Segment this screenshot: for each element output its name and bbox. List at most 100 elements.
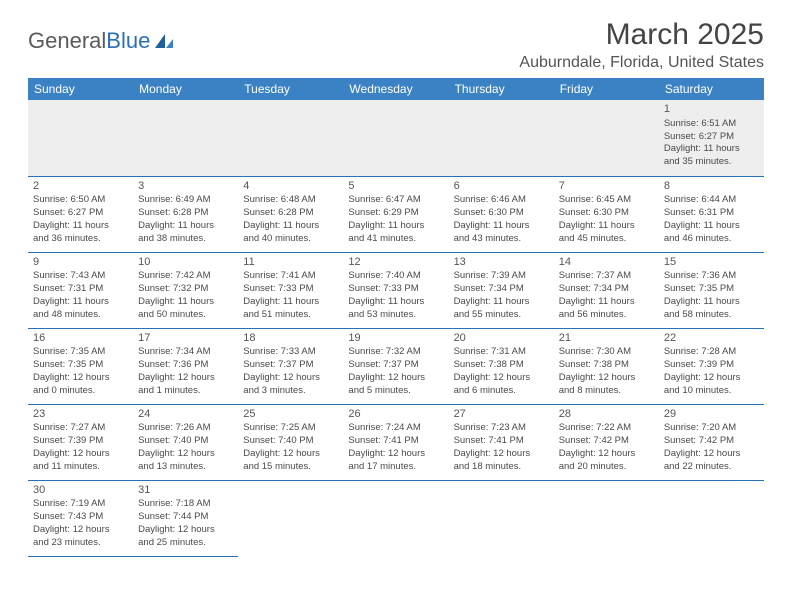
sunrise-line: Sunrise: 7:34 AM bbox=[138, 346, 233, 359]
daylight-line-2: and 43 minutes. bbox=[454, 233, 549, 246]
sunrise-line: Sunrise: 7:26 AM bbox=[138, 422, 233, 435]
sunset-line: Sunset: 7:41 PM bbox=[454, 435, 549, 448]
sunset-line: Sunset: 7:31 PM bbox=[33, 283, 128, 296]
calendar-day-cell: 25Sunrise: 7:25 AMSunset: 7:40 PMDayligh… bbox=[238, 404, 343, 480]
calendar-week-row: 16Sunrise: 7:35 AMSunset: 7:35 PMDayligh… bbox=[28, 328, 764, 404]
sunrise-line: Sunrise: 7:20 AM bbox=[664, 422, 759, 435]
sunrise-line: Sunrise: 7:24 AM bbox=[348, 422, 443, 435]
sunrise-line: Sunrise: 7:19 AM bbox=[33, 498, 128, 511]
day-number: 17 bbox=[138, 331, 233, 346]
sunrise-line: Sunrise: 7:23 AM bbox=[454, 422, 549, 435]
sunset-line: Sunset: 7:33 PM bbox=[243, 283, 338, 296]
sunrise-line: Sunrise: 7:33 AM bbox=[243, 346, 338, 359]
calendar-day-cell: 14Sunrise: 7:37 AMSunset: 7:34 PMDayligh… bbox=[554, 252, 659, 328]
weekday-header: Wednesday bbox=[343, 78, 448, 100]
day-number: 12 bbox=[348, 255, 443, 270]
sunset-line: Sunset: 6:28 PM bbox=[138, 207, 233, 220]
daylight-line-2: and 6 minutes. bbox=[454, 385, 549, 398]
sunrise-line: Sunrise: 7:39 AM bbox=[454, 270, 549, 283]
sunrise-line: Sunrise: 7:35 AM bbox=[33, 346, 128, 359]
daylight-line-1: Daylight: 12 hours bbox=[138, 372, 233, 385]
location: Auburndale, Florida, United States bbox=[519, 54, 764, 72]
sunrise-line: Sunrise: 7:36 AM bbox=[664, 270, 759, 283]
sunset-line: Sunset: 7:34 PM bbox=[454, 283, 549, 296]
calendar-empty-cell bbox=[28, 100, 133, 176]
daylight-line-1: Daylight: 11 hours bbox=[243, 296, 338, 309]
daylight-line-2: and 5 minutes. bbox=[348, 385, 443, 398]
day-number: 28 bbox=[559, 407, 654, 422]
sunset-line: Sunset: 7:40 PM bbox=[243, 435, 338, 448]
daylight-line-1: Daylight: 11 hours bbox=[138, 296, 233, 309]
day-number: 21 bbox=[559, 331, 654, 346]
calendar-day-cell: 4Sunrise: 6:48 AMSunset: 6:28 PMDaylight… bbox=[238, 176, 343, 252]
sunrise-line: Sunrise: 7:43 AM bbox=[33, 270, 128, 283]
calendar-empty-cell bbox=[449, 480, 554, 556]
daylight-line-2: and 17 minutes. bbox=[348, 461, 443, 474]
sunset-line: Sunset: 6:29 PM bbox=[348, 207, 443, 220]
day-number: 25 bbox=[243, 407, 338, 422]
calendar-day-cell: 24Sunrise: 7:26 AMSunset: 7:40 PMDayligh… bbox=[133, 404, 238, 480]
daylight-line-1: Daylight: 12 hours bbox=[33, 448, 128, 461]
sunrise-line: Sunrise: 7:30 AM bbox=[559, 346, 654, 359]
sunset-line: Sunset: 7:37 PM bbox=[243, 359, 338, 372]
sunset-line: Sunset: 7:36 PM bbox=[138, 359, 233, 372]
daylight-line-2: and 25 minutes. bbox=[138, 537, 233, 550]
weekday-header: Thursday bbox=[449, 78, 554, 100]
daylight-line-1: Daylight: 11 hours bbox=[454, 296, 549, 309]
calendar-day-cell: 26Sunrise: 7:24 AMSunset: 7:41 PMDayligh… bbox=[343, 404, 448, 480]
sunrise-line: Sunrise: 7:18 AM bbox=[138, 498, 233, 511]
sunrise-line: Sunrise: 6:47 AM bbox=[348, 194, 443, 207]
calendar-day-cell: 6Sunrise: 6:46 AMSunset: 6:30 PMDaylight… bbox=[449, 176, 554, 252]
day-number: 1 bbox=[664, 102, 759, 117]
calendar-week-row: 1Sunrise: 6:51 AMSunset: 6:27 PMDaylight… bbox=[28, 100, 764, 176]
sunset-line: Sunset: 7:41 PM bbox=[348, 435, 443, 448]
calendar-empty-cell bbox=[238, 480, 343, 556]
sunrise-line: Sunrise: 7:25 AM bbox=[243, 422, 338, 435]
sunset-line: Sunset: 6:28 PM bbox=[243, 207, 338, 220]
weekday-header: Sunday bbox=[28, 78, 133, 100]
title-block: March 2025 Auburndale, Florida, United S… bbox=[519, 18, 764, 72]
day-number: 7 bbox=[559, 179, 654, 194]
sunrise-line: Sunrise: 7:40 AM bbox=[348, 270, 443, 283]
sunrise-line: Sunrise: 6:51 AM bbox=[664, 118, 759, 131]
daylight-line-2: and 48 minutes. bbox=[33, 309, 128, 322]
daylight-line-1: Daylight: 11 hours bbox=[664, 296, 759, 309]
calendar-day-cell: 20Sunrise: 7:31 AMSunset: 7:38 PMDayligh… bbox=[449, 328, 554, 404]
daylight-line-1: Daylight: 12 hours bbox=[33, 372, 128, 385]
calendar-day-cell: 12Sunrise: 7:40 AMSunset: 7:33 PMDayligh… bbox=[343, 252, 448, 328]
logo-sail-icon bbox=[153, 32, 175, 50]
sunrise-line: Sunrise: 7:28 AM bbox=[664, 346, 759, 359]
daylight-line-2: and 1 minutes. bbox=[138, 385, 233, 398]
day-number: 15 bbox=[664, 255, 759, 270]
sunset-line: Sunset: 7:39 PM bbox=[664, 359, 759, 372]
calendar-day-cell: 31Sunrise: 7:18 AMSunset: 7:44 PMDayligh… bbox=[133, 480, 238, 556]
sunrise-line: Sunrise: 7:22 AM bbox=[559, 422, 654, 435]
calendar-day-cell: 22Sunrise: 7:28 AMSunset: 7:39 PMDayligh… bbox=[659, 328, 764, 404]
weekday-header: Friday bbox=[554, 78, 659, 100]
day-number: 10 bbox=[138, 255, 233, 270]
daylight-line-2: and 20 minutes. bbox=[559, 461, 654, 474]
calendar-day-cell: 3Sunrise: 6:49 AMSunset: 6:28 PMDaylight… bbox=[133, 176, 238, 252]
calendar-week-row: 9Sunrise: 7:43 AMSunset: 7:31 PMDaylight… bbox=[28, 252, 764, 328]
daylight-line-1: Daylight: 12 hours bbox=[559, 372, 654, 385]
daylight-line-2: and 55 minutes. bbox=[454, 309, 549, 322]
daylight-line-1: Daylight: 11 hours bbox=[348, 220, 443, 233]
daylight-line-2: and 22 minutes. bbox=[664, 461, 759, 474]
day-number: 3 bbox=[138, 179, 233, 194]
daylight-line-1: Daylight: 11 hours bbox=[243, 220, 338, 233]
sunset-line: Sunset: 7:42 PM bbox=[559, 435, 654, 448]
day-number: 26 bbox=[348, 407, 443, 422]
sunrise-line: Sunrise: 6:45 AM bbox=[559, 194, 654, 207]
day-number: 6 bbox=[454, 179, 549, 194]
daylight-line-1: Daylight: 12 hours bbox=[454, 372, 549, 385]
day-number: 8 bbox=[664, 179, 759, 194]
daylight-line-2: and 53 minutes. bbox=[348, 309, 443, 322]
header: GeneralBlue March 2025 Auburndale, Flori… bbox=[28, 18, 764, 72]
calendar-day-cell: 5Sunrise: 6:47 AMSunset: 6:29 PMDaylight… bbox=[343, 176, 448, 252]
daylight-line-2: and 51 minutes. bbox=[243, 309, 338, 322]
calendar-day-cell: 9Sunrise: 7:43 AMSunset: 7:31 PMDaylight… bbox=[28, 252, 133, 328]
calendar-week-row: 23Sunrise: 7:27 AMSunset: 7:39 PMDayligh… bbox=[28, 404, 764, 480]
weekday-header: Saturday bbox=[659, 78, 764, 100]
logo-text-2: Blue bbox=[106, 28, 150, 54]
weekday-header: Tuesday bbox=[238, 78, 343, 100]
